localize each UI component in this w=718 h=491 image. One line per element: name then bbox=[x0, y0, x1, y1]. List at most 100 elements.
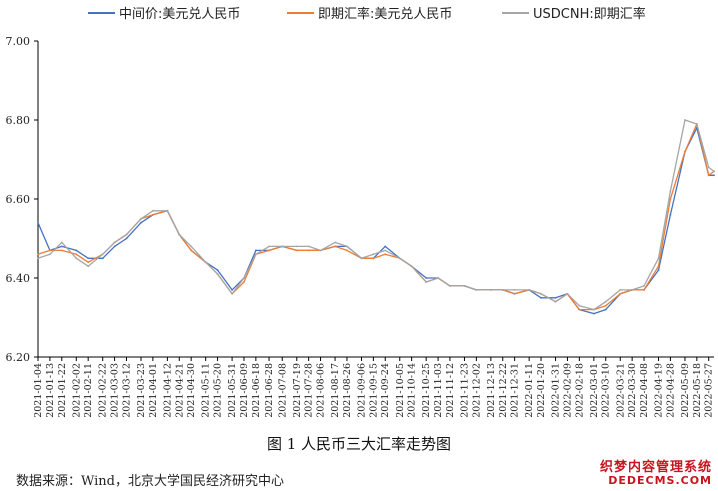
data-point bbox=[281, 245, 284, 248]
data-point bbox=[657, 269, 660, 271]
data-point bbox=[190, 245, 193, 248]
x-tick-label: 2021-04-01 bbox=[148, 363, 159, 418]
data-point bbox=[360, 257, 363, 260]
data-point bbox=[669, 198, 672, 200]
legend-label: 中间价:美元兑人民币 bbox=[119, 7, 240, 22]
x-tick-label: 2022-04-19 bbox=[654, 363, 665, 418]
data-point bbox=[490, 289, 492, 291]
data-point bbox=[125, 233, 128, 236]
data-point bbox=[684, 119, 686, 121]
x-tick-label: 2021-05-20 bbox=[213, 363, 224, 418]
x-tick-label: 2022-02-09 bbox=[562, 363, 573, 418]
x-tick-label: 2022-05-18 bbox=[692, 363, 703, 418]
data-point bbox=[60, 241, 63, 244]
x-tick-label: 2021-08-06 bbox=[316, 363, 327, 418]
data-point bbox=[75, 249, 78, 252]
x-tick-label: 2021-03-23 bbox=[136, 363, 147, 418]
y-tick-label: 6.40 bbox=[6, 272, 31, 285]
x-tick-label: 2021-11-23 bbox=[459, 363, 470, 418]
data-point bbox=[87, 257, 90, 260]
data-point bbox=[713, 174, 715, 177]
series-line-2 bbox=[37, 123, 715, 311]
x-tick-label: 2021-03-03 bbox=[110, 363, 121, 418]
y-axis: 6.20 6.40 6.60 6.80 7.00 bbox=[6, 35, 39, 364]
data-point bbox=[60, 249, 63, 252]
x-tick-label: 2021-05-31 bbox=[227, 363, 238, 418]
x-tick-label: 2022-03-01 bbox=[589, 363, 600, 418]
data-point bbox=[231, 289, 234, 291]
x-tick-label: 2021-07-08 bbox=[277, 363, 288, 418]
x-tick-label: 2022-03-21 bbox=[615, 363, 626, 418]
x-tick-label: 2022-01-20 bbox=[536, 363, 547, 418]
data-point bbox=[425, 277, 428, 279]
data-point bbox=[190, 249, 193, 252]
x-tick-label: 2021-12-22 bbox=[498, 363, 509, 418]
data-point bbox=[604, 304, 607, 307]
x-tick-label: 2021-09-24 bbox=[380, 363, 391, 418]
data-point bbox=[113, 241, 116, 244]
data-point bbox=[319, 249, 322, 252]
x-tick-label: 2021-11-03 bbox=[433, 363, 444, 418]
x-tick-label: 2022-03-10 bbox=[601, 363, 612, 418]
x-tick-label: 2021-01-22 bbox=[57, 363, 68, 418]
x-tick-label: 2022-05-27 bbox=[704, 363, 715, 418]
data-point bbox=[334, 245, 336, 248]
series-line-3 bbox=[37, 119, 715, 311]
data-point bbox=[60, 245, 63, 248]
data-point bbox=[216, 273, 219, 275]
data-point bbox=[528, 289, 531, 291]
data-point bbox=[37, 257, 39, 260]
data-point bbox=[37, 221, 39, 224]
data-point bbox=[384, 245, 387, 248]
data-point bbox=[140, 221, 142, 224]
data-point bbox=[384, 253, 387, 256]
x-tick-label: 2021-11-12 bbox=[445, 363, 456, 418]
x-tick-label: 2021-06-18 bbox=[251, 363, 262, 418]
data-point bbox=[619, 289, 622, 291]
data-point bbox=[372, 253, 375, 256]
data-point bbox=[695, 123, 698, 125]
x-tick-label: 2022-05-09 bbox=[680, 363, 691, 418]
data-point bbox=[87, 265, 90, 268]
x-tick-label: 2022-02-18 bbox=[574, 363, 585, 418]
data-point bbox=[657, 257, 660, 260]
data-point bbox=[101, 253, 104, 256]
y-tick-label: 6.20 bbox=[6, 351, 31, 364]
data-point bbox=[631, 289, 633, 291]
x-tick-label: 2021-06-09 bbox=[239, 363, 250, 418]
y-tick-label: 7.00 bbox=[6, 35, 31, 48]
x-tick-label: 2021-12-31 bbox=[510, 363, 521, 418]
data-point bbox=[295, 249, 298, 252]
data-point bbox=[475, 289, 478, 291]
data-point bbox=[449, 285, 451, 287]
x-tick-label: 2021-07-28 bbox=[304, 363, 315, 418]
x-tick-label: 2022-03-30 bbox=[627, 363, 638, 418]
data-point bbox=[101, 257, 104, 260]
x-tick-label: 2021-03-12 bbox=[121, 363, 132, 418]
data-point bbox=[713, 170, 715, 173]
x-tick-label: 2021-12-02 bbox=[471, 363, 482, 418]
data-point bbox=[307, 249, 310, 252]
data-point bbox=[604, 308, 607, 311]
data-point bbox=[669, 213, 672, 216]
figure-caption: 图 1 人民币三大汇率走势图 bbox=[266, 435, 452, 453]
data-point bbox=[684, 150, 686, 153]
x-tick-label: 2021-09-06 bbox=[356, 363, 367, 418]
data-point bbox=[178, 233, 181, 236]
data-point bbox=[540, 292, 542, 295]
x-tick-label: 2022-01-11 bbox=[524, 363, 535, 418]
x-tick-label: 2021-02-22 bbox=[98, 363, 109, 418]
x-tick-label: 2021-01-13 bbox=[45, 363, 56, 418]
data-point bbox=[578, 304, 581, 307]
data-point bbox=[707, 174, 710, 177]
data-point bbox=[113, 245, 116, 248]
x-tick-label: 2021-08-26 bbox=[342, 363, 353, 418]
data-point bbox=[49, 253, 51, 256]
legend-label: USDCNH:即期汇率 bbox=[533, 6, 646, 22]
data-point bbox=[437, 277, 439, 279]
data-point bbox=[334, 241, 336, 244]
data-point bbox=[398, 257, 401, 260]
x-tick-label: 2022-01-31 bbox=[551, 363, 562, 418]
data-point bbox=[75, 257, 78, 260]
data-point bbox=[204, 261, 207, 264]
